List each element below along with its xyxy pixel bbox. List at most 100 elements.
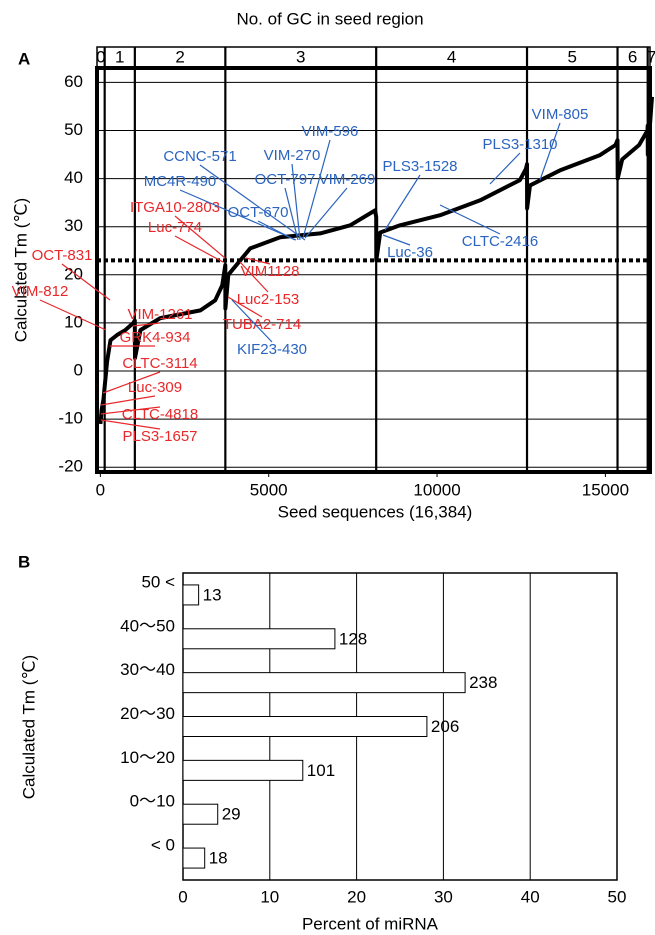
count-label: 13 (203, 585, 222, 604)
annotation-label: TUBA2-714 (223, 316, 301, 333)
y-tick-label: 20〜30 (120, 704, 175, 723)
annotation-leader (384, 174, 421, 231)
annotation-leader (245, 257, 271, 265)
annotation-leader (291, 163, 301, 241)
annotation-label: CLTC-2416 (462, 233, 538, 250)
y-axis-title: Calculated Tm (℃) (11, 198, 30, 342)
annotation-label: VIM-1261 (127, 306, 192, 323)
x-tick-label: 15000 (582, 480, 629, 499)
bar (182, 672, 466, 694)
bar (182, 803, 219, 825)
gc-count-label: 2 (175, 47, 184, 66)
annotation-label: CLTC-4818 (122, 406, 198, 423)
tm-curve (98, 96, 654, 425)
gc-count-label: 5 (568, 47, 577, 66)
y-tick-label: 60 (64, 72, 83, 91)
annotation-label: PLS3-1528 (382, 158, 457, 175)
x-tick-label: 30 (434, 887, 453, 906)
annotation-label: PLS3-1310 (482, 136, 557, 153)
gc-count-label: 4 (447, 47, 456, 66)
annotation-label: OCT-831 (32, 247, 93, 264)
annotation-label: Luc-36 (387, 244, 433, 261)
x-tick-label: 5000 (250, 480, 288, 499)
panel-label: A (18, 49, 30, 68)
annotation-leader (100, 419, 161, 430)
gc-count-label: 0 (96, 47, 105, 66)
y-tick-label: 0 (74, 360, 83, 379)
y-tick-label: 50 < (141, 572, 175, 591)
annotation-label: Luc-774 (148, 219, 202, 236)
y-tick-label: < 0 (151, 836, 175, 855)
y-tick-label: 0〜10 (130, 792, 175, 811)
gc-count-label: 6 (628, 47, 637, 66)
annotation-leader (179, 189, 297, 241)
y-tick-label: 40 (64, 168, 83, 187)
count-label: 206 (431, 717, 459, 736)
annotation-label: GRK4-934 (120, 329, 191, 346)
annotation-leader (231, 299, 273, 343)
x-axis-title: Seed sequences (16,384) (278, 502, 473, 521)
annotation-leader (174, 215, 226, 259)
x-tick-label: 10000 (413, 480, 460, 499)
annotation-label: OCT-670 (228, 204, 289, 221)
annotation-leader (239, 261, 269, 293)
annotation-label: CLTC-3114 (122, 355, 197, 372)
y-tick-label: -10 (58, 409, 83, 428)
x-tick-label: 0 (96, 480, 105, 499)
top-axis-title: No. of GC in seed region (236, 9, 423, 28)
annotation-label: VIM-805 (532, 106, 589, 123)
count-label: 128 (339, 629, 367, 648)
count-label: 18 (209, 849, 228, 868)
annotation-label: VIM-269 (319, 171, 376, 188)
y-tick-label: 30 (64, 216, 83, 235)
annotation-leader (132, 322, 161, 327)
gc-count-label: 1 (115, 47, 124, 66)
annotation-label: OCT-797 (255, 171, 316, 188)
annotation-leader (284, 187, 299, 241)
plot-frame (95, 66, 652, 474)
annotation-leader (227, 296, 263, 318)
bar (182, 584, 200, 606)
y-axis-title: Calculated Tm (℃) (19, 655, 38, 799)
annotation-label: KIF23-430 (237, 341, 307, 358)
annotation-label: VIM-812 (12, 283, 69, 300)
annotation-label: VIM1128 (241, 263, 300, 280)
x-tick-label: 0 (178, 887, 187, 906)
panel-label: B (18, 552, 30, 571)
annotation-label: ITGA10-2803 (130, 199, 220, 216)
count-label: 29 (222, 805, 241, 824)
gc-count-label: 7 (647, 47, 655, 66)
annotation-leader (199, 164, 306, 241)
bar (182, 628, 336, 650)
annotation-leader (100, 406, 161, 415)
annotation-leader (174, 235, 224, 263)
annotation-leader (304, 187, 348, 239)
annotation-leader (382, 234, 411, 246)
annotation-label: VIM-270 (264, 147, 321, 164)
x-tick-label: 20 (347, 887, 366, 906)
x-tick-label: 10 (260, 887, 279, 906)
bar (182, 759, 304, 781)
annotation-leader (102, 371, 161, 394)
annotation-label: MC4R-490 (144, 173, 217, 190)
y-tick-label: 10〜20 (120, 748, 175, 767)
count-label: 101 (307, 761, 335, 780)
annotation-leader (489, 152, 521, 185)
annotation-label: PLS3-1657 (122, 428, 197, 445)
annotation-label: Luc-309 (128, 379, 182, 396)
annotation-label: Luc2-153 (237, 291, 300, 308)
count-label: 238 (469, 673, 497, 692)
x-tick-label: 50 (608, 887, 627, 906)
bar (182, 847, 206, 869)
gc-count-label: 3 (296, 47, 305, 66)
annotation-leader (39, 299, 107, 331)
y-tick-label: 40〜50 (120, 616, 175, 635)
y-tick-label: 30〜40 (120, 660, 175, 679)
y-tick-label: 50 (64, 120, 83, 139)
annotation-leader (61, 263, 111, 301)
annotation-label: VIM-596 (302, 123, 359, 140)
annotation-leader (439, 204, 501, 235)
annotation-leader (302, 139, 331, 239)
annotation-leader (100, 395, 156, 406)
